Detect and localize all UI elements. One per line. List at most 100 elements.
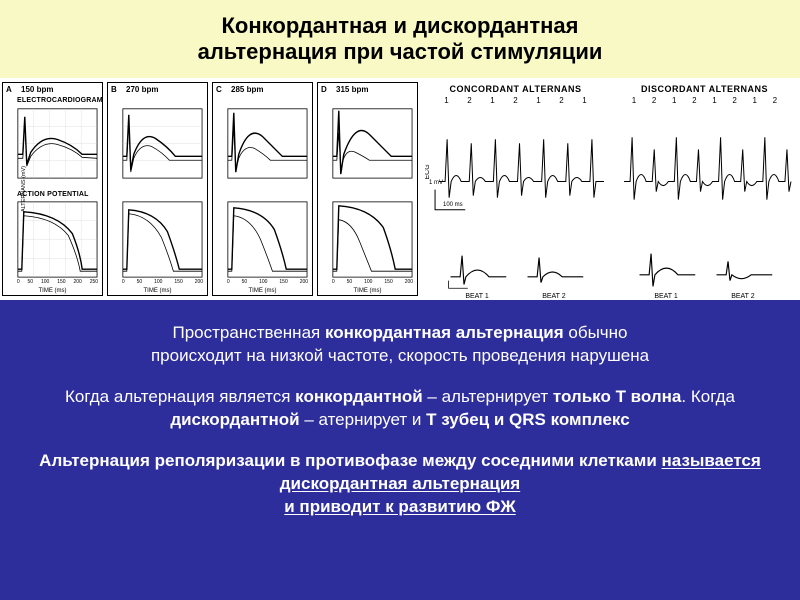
slide: Конкордантная и дискордантная альтернаци… [0, 0, 800, 600]
x-axis-label: TIME (ms) [144, 288, 172, 294]
title-line-1: Конкордантная и дискордантная [222, 13, 579, 38]
paragraph-1: Пространственная конкордантная альтернац… [32, 322, 768, 368]
tick: 100 [259, 279, 267, 285]
slide-title: Конкордантная и дискордантная альтернаци… [198, 13, 603, 66]
seq-num: 2 [732, 96, 736, 105]
beat-2: BEAT 2 [705, 246, 782, 296]
tick: 100 [364, 279, 372, 285]
beat-detail-row: BEAT 1 BEAT 2 [424, 246, 607, 296]
panel-bpm: 315 bpm [336, 85, 368, 94]
beat-label: BEAT 2 [731, 293, 754, 300]
tick: 50 [347, 279, 353, 285]
scale-h: 100 ms [443, 202, 463, 208]
beat-label: BEAT 1 [465, 293, 488, 300]
ecg-block-label: ELECTROCARDIOGRAM [17, 97, 103, 104]
right-panels: CONCORDANT ALTERNANS 1 2 1 2 1 2 1 ECG [420, 78, 800, 300]
x-axis-label: TIME (ms) [249, 288, 277, 294]
panel-letter: C [216, 85, 222, 94]
seq-num: 1 [582, 96, 586, 105]
discordant-column: DISCORDANT ALTERNANS 1 2 1 2 1 2 1 2 [613, 84, 796, 296]
tick: 200 [195, 279, 203, 285]
text: – альтернирует [423, 387, 553, 406]
seq-num: 1 [490, 96, 494, 105]
beat-sequence: 1 2 1 2 1 2 1 2 [613, 96, 796, 105]
tick: 0 [17, 279, 20, 285]
text: Когда альтернация является [65, 387, 295, 406]
tick: 150 [384, 279, 392, 285]
text-bold: дискордантной [170, 410, 299, 429]
beat-1: BEAT 1 [439, 246, 516, 296]
concordant-title: CONCORDANT ALTERNANS [424, 84, 607, 94]
x-axis-label: TIME (ms) [354, 288, 382, 294]
panel-c-plot [213, 83, 312, 295]
text: – атернирует и [300, 410, 427, 429]
panel-letter: B [111, 85, 117, 94]
beat-detail-row: BEAT 1 BEAT 2 [613, 246, 796, 296]
x-ticks: 0 50 100 150 200 [227, 279, 308, 285]
paragraph-3: Альтернация реполяризации в противофазе … [32, 450, 768, 519]
ap-block-label: ACTION POTENTIAL [17, 191, 89, 198]
tick: 50 [137, 279, 143, 285]
seq-num: 2 [692, 96, 696, 105]
seq-num: 2 [652, 96, 656, 105]
title-line-2: альтернация при частой стимуляции [198, 39, 603, 64]
panel-bpm: 150 bpm [21, 85, 53, 94]
ecg-axis-label: ECG [425, 164, 431, 179]
concordant-ecg: ECG 1 mV 100 ms [424, 105, 607, 244]
panel-d: D 315 bpm 0 50 100 150 [317, 82, 418, 296]
text: Пространственная [173, 323, 325, 342]
panel-bpm: 270 bpm [126, 85, 158, 94]
x-axis-label: TIME (ms) [39, 288, 67, 294]
seq-num: 1 [536, 96, 540, 105]
x-ticks: 0 50 100 150 200 [332, 279, 413, 285]
tick: 0 [122, 279, 125, 285]
text-bold: конкордантной [295, 387, 423, 406]
seq-num: 2 [559, 96, 563, 105]
tick: 200 [405, 279, 413, 285]
panel-bpm: 285 bpm [231, 85, 263, 94]
text-bold: Т зубец и QRS комплекс [426, 410, 630, 429]
beat-sequence: 1 2 1 2 1 2 1 [424, 96, 607, 105]
text-bold: конкордантная альтернация [325, 323, 564, 342]
tick: 0 [332, 279, 335, 285]
seq-num: 1 [632, 96, 636, 105]
seq-num: 2 [467, 96, 471, 105]
tick: 150 [57, 279, 65, 285]
seq-num: 1 [672, 96, 676, 105]
seq-num: 2 [513, 96, 517, 105]
discordant-ecg [613, 105, 796, 244]
text-bold: Альтернация реполяризации в противофазе … [39, 451, 661, 470]
panel-b-plot [108, 83, 207, 295]
left-panels-row: A 150 bpm ELECTROCARDIOGRAM ACTION POTEN… [2, 82, 418, 296]
tick: 150 [279, 279, 287, 285]
y-axis-label: ALTERNANS (mV) [21, 166, 27, 212]
tick: 200 [73, 279, 81, 285]
panel-a: A 150 bpm ELECTROCARDIOGRAM ACTION POTEN… [2, 82, 103, 296]
panel-c: C 285 bpm 0 50 100 150 [212, 82, 313, 296]
seq-num: 2 [773, 96, 777, 105]
seq-num: 1 [444, 96, 448, 105]
left-panels: A 150 bpm ELECTROCARDIOGRAM ACTION POTEN… [0, 78, 420, 300]
x-ticks: 0 50 100 150 200 [122, 279, 203, 285]
discordant-title: DISCORDANT ALTERNANS [613, 84, 796, 94]
beat-label: BEAT 2 [542, 293, 565, 300]
x-ticks: 0 50 100 150 200 250 [17, 279, 98, 285]
tick: 0 [227, 279, 230, 285]
paragraph-2: Когда альтернация является конкордантной… [32, 386, 768, 432]
panel-letter: D [321, 85, 327, 94]
text: обычно [564, 323, 628, 342]
figure-area: A 150 bpm ELECTROCARDIOGRAM ACTION POTEN… [0, 78, 800, 300]
tick: 50 [28, 279, 34, 285]
panel-b: B 270 bpm 0 50 [107, 82, 208, 296]
text-underline: и приводит к развитию ФЖ [284, 497, 515, 516]
tick: 250 [90, 279, 98, 285]
seq-num: 1 [753, 96, 757, 105]
panel-letter: A [6, 85, 12, 94]
panel-d-plot [318, 83, 417, 295]
beat-2: BEAT 2 [516, 246, 593, 296]
tick: 100 [41, 279, 49, 285]
tick: 200 [300, 279, 308, 285]
tick: 100 [154, 279, 162, 285]
beat-label: BEAT 1 [654, 293, 677, 300]
text-bold: только Т волна [553, 387, 682, 406]
